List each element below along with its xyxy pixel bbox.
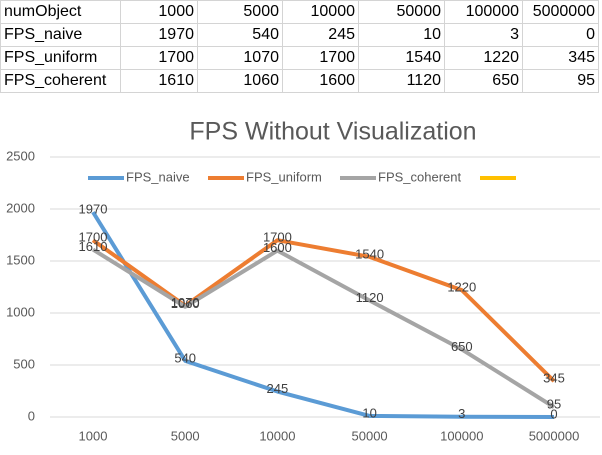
table-row: FPS_uniform 1700 1070 1700 1540 1220 345 [0, 46, 599, 70]
data-label: 1540 [355, 246, 384, 261]
series-line [91, 211, 555, 419]
x-tick-label: 5000 [171, 428, 200, 443]
data-label: 345 [543, 371, 565, 386]
table-cell: 1070 [197, 46, 283, 70]
table-cell: 650 [444, 69, 523, 93]
legend-label: FPS_coherent [378, 169, 461, 184]
table-row: numObject 1000 5000 10000 50000 100000 5000000 [0, 0, 599, 24]
y-tick-label: 500 [13, 356, 35, 371]
data-label: 1610 [79, 239, 108, 254]
data-label: 650 [451, 339, 473, 354]
table-cell: 245 [282, 23, 359, 47]
table-cell: 1000 [120, 0, 198, 24]
data-label: 0 [550, 406, 557, 421]
y-tick-label: 1000 [6, 304, 35, 319]
x-tick-label: 50000 [352, 428, 388, 443]
data-label: 1220 [447, 280, 476, 295]
x-tick-label: 100000 [440, 428, 483, 443]
data-label: 3 [458, 406, 465, 421]
x-tick-label: 1000 [79, 428, 108, 443]
table-cell: 0 [522, 23, 599, 47]
table-cell: 95 [522, 69, 599, 93]
data-table: numObject 1000 5000 10000 50000 100000 5000000… [0, 0, 599, 93]
y-tick-label: 0 [28, 408, 35, 423]
table-cell: FPS_naive [0, 23, 121, 47]
table-cell: 5000000 [522, 0, 599, 24]
table-cell: 1610 [120, 69, 198, 93]
table-cell: 1060 [197, 69, 283, 93]
data-label: 1070 [171, 295, 200, 310]
legend-label: FPS_naive [126, 169, 190, 184]
data-label: 10 [362, 405, 376, 420]
table-row: FPS_naive 1970 540 245 10 3 0 [0, 23, 599, 47]
chart-title: FPS Without Visualization [189, 118, 476, 146]
data-label: 540 [174, 350, 196, 365]
data-label: 1120 [356, 290, 384, 305]
table-cell: 10 [358, 23, 445, 47]
y-tick-label: 1500 [6, 252, 35, 267]
table-cell: numObject [0, 0, 121, 24]
data-label: 1700 [79, 230, 108, 245]
data-label: 245 [267, 381, 289, 396]
table-cell: FPS_uniform [0, 46, 121, 70]
table-cell: 1600 [282, 69, 359, 93]
series-line [91, 238, 556, 383]
y-tick-label: 2000 [6, 200, 35, 215]
legend-label: FPS_uniform [246, 169, 322, 184]
data-label: 1970 [79, 202, 108, 217]
table-cell: 345 [522, 46, 599, 70]
table-cell: FPS_coherent [0, 69, 121, 93]
data-label: 1700 [263, 230, 292, 245]
table-cell: 10000 [282, 0, 359, 24]
table-row: FPS_coherent 1610 1060 1600 1120 650 95 [0, 69, 599, 93]
y-tick-label: 2500 [6, 148, 35, 163]
table-cell: 540 [197, 23, 283, 47]
x-tick-label: 5000000 [529, 428, 580, 443]
data-label: 1060 [171, 296, 200, 311]
data-label: 95 [547, 397, 561, 412]
x-tick-label: 10000 [259, 428, 295, 443]
data-label: 1600 [263, 240, 292, 255]
series-line [91, 247, 556, 409]
table-cell: 1970 [120, 23, 198, 47]
